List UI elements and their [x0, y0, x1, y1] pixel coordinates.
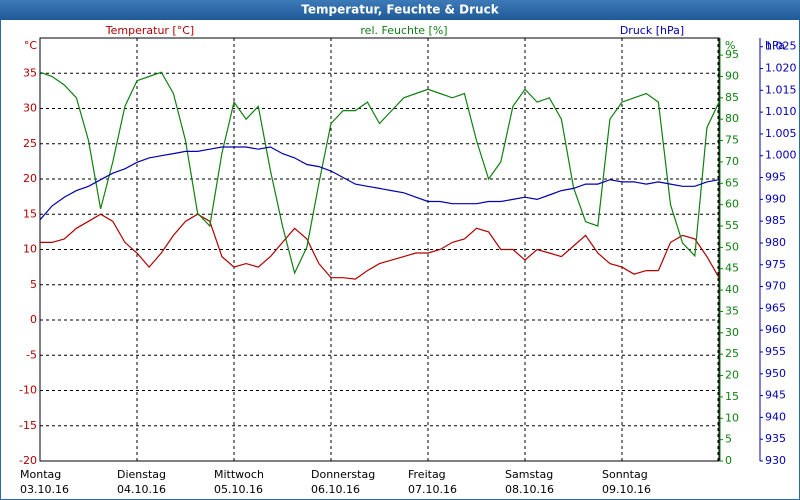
y3-tick-label: 950 [765, 367, 786, 380]
y2-unit: % [725, 39, 735, 52]
y-tick-label: -20 [19, 454, 37, 467]
y3-tick-label: 1.005 [765, 127, 797, 140]
y3-tick-label: 980 [765, 236, 786, 249]
x-tick-date: 09.10.16 [602, 483, 651, 496]
y2-tick-label: 10 [725, 411, 739, 424]
y-tick-label: 15 [23, 207, 37, 220]
x-tick-date: 04.10.16 [117, 483, 166, 496]
y-tick-label: -10 [19, 384, 37, 397]
x-tick-date: 07.10.16 [408, 483, 457, 496]
y3-tick-label: 1.015 [765, 83, 797, 96]
y3-tick-label: 985 [765, 214, 786, 227]
x-tick-date: 06.10.16 [311, 483, 360, 496]
y3-tick-label: 975 [765, 258, 786, 271]
x-tick-label: Montag [20, 468, 61, 481]
y2-tick-label: 65 [725, 176, 739, 189]
x-tick-label: Dienstag [117, 468, 166, 481]
legend-entry: rel. Feuchte [%] [360, 24, 447, 37]
y2-tick-label: 45 [725, 262, 739, 275]
y3-tick-label: 995 [765, 171, 786, 184]
y2-tick-label: 90 [725, 69, 739, 82]
legend-entry: Temperatur [°C] [105, 24, 194, 37]
y-tick-label: 30 [23, 102, 37, 115]
y-tick-label: 35 [23, 66, 37, 79]
y-tick-label: 10 [23, 243, 37, 256]
y2-tick-label: 5 [725, 433, 732, 446]
x-tick-label: Sonntag [602, 468, 648, 481]
y2-tick-label: 95 [725, 48, 739, 61]
x-tick-date: 03.10.16 [20, 483, 69, 496]
y-tick-label: -15 [19, 419, 37, 432]
y2-tick-label: 85 [725, 91, 739, 104]
y-tick-label: 0 [30, 313, 37, 326]
y2-tick-label: 60 [725, 198, 739, 211]
y3-tick-label: 1.010 [765, 105, 797, 118]
y2-tick-label: 40 [725, 283, 739, 296]
y-tick-label: 5 [30, 278, 37, 291]
series-line [39, 71, 720, 275]
y2-tick-label: 25 [725, 347, 739, 360]
x-tick-label: Freitag [408, 468, 446, 481]
x-tick-date: 08.10.16 [505, 483, 554, 496]
title-bar [0, 0, 800, 20]
y2-tick-label: 0 [725, 454, 732, 467]
y3-tick-label: 960 [765, 323, 786, 336]
y-tick-label: 20 [23, 172, 37, 185]
x-tick-label: Samstag [505, 468, 553, 481]
y3-tick-label: 970 [765, 280, 786, 293]
y2-tick-label: 75 [725, 134, 739, 147]
y-tick-label: -5 [26, 348, 37, 361]
series-line [39, 146, 720, 221]
x-tick-label: Mittwoch [214, 468, 264, 481]
y2-tick-label: 20 [725, 369, 739, 382]
y3-tick-label: 940 [765, 410, 786, 423]
y3-unit: hPa [765, 39, 785, 52]
x-tick-label: Donnerstag [311, 468, 375, 481]
legend-entry: Druck [hPa] [620, 24, 684, 37]
y2-tick-label: 80 [725, 112, 739, 125]
y3-tick-label: 935 [765, 432, 786, 445]
chart-title: Temperatur, Feuchte & Druck [301, 3, 499, 17]
y-tick-label: 25 [23, 137, 37, 150]
y3-tick-label: 945 [765, 389, 786, 402]
y2-tick-label: 50 [725, 240, 739, 253]
y-unit: °C [24, 39, 38, 52]
y2-tick-label: 70 [725, 155, 739, 168]
series-line [40, 213, 720, 280]
y3-tick-label: 1.000 [765, 149, 797, 162]
y3-tick-label: 965 [765, 301, 786, 314]
y2-tick-label: 35 [725, 304, 739, 317]
y3-tick-label: 930 [765, 454, 786, 467]
y3-tick-label: 1.020 [765, 62, 797, 75]
y2-tick-label: 55 [725, 219, 739, 232]
x-tick-date: 05.10.16 [214, 483, 263, 496]
y2-tick-label: 30 [725, 326, 739, 339]
y3-tick-label: 990 [765, 192, 786, 205]
y3-tick-label: 955 [765, 345, 786, 358]
y2-tick-label: 15 [725, 390, 739, 403]
y3-tick-label: 1.025 [765, 40, 797, 53]
